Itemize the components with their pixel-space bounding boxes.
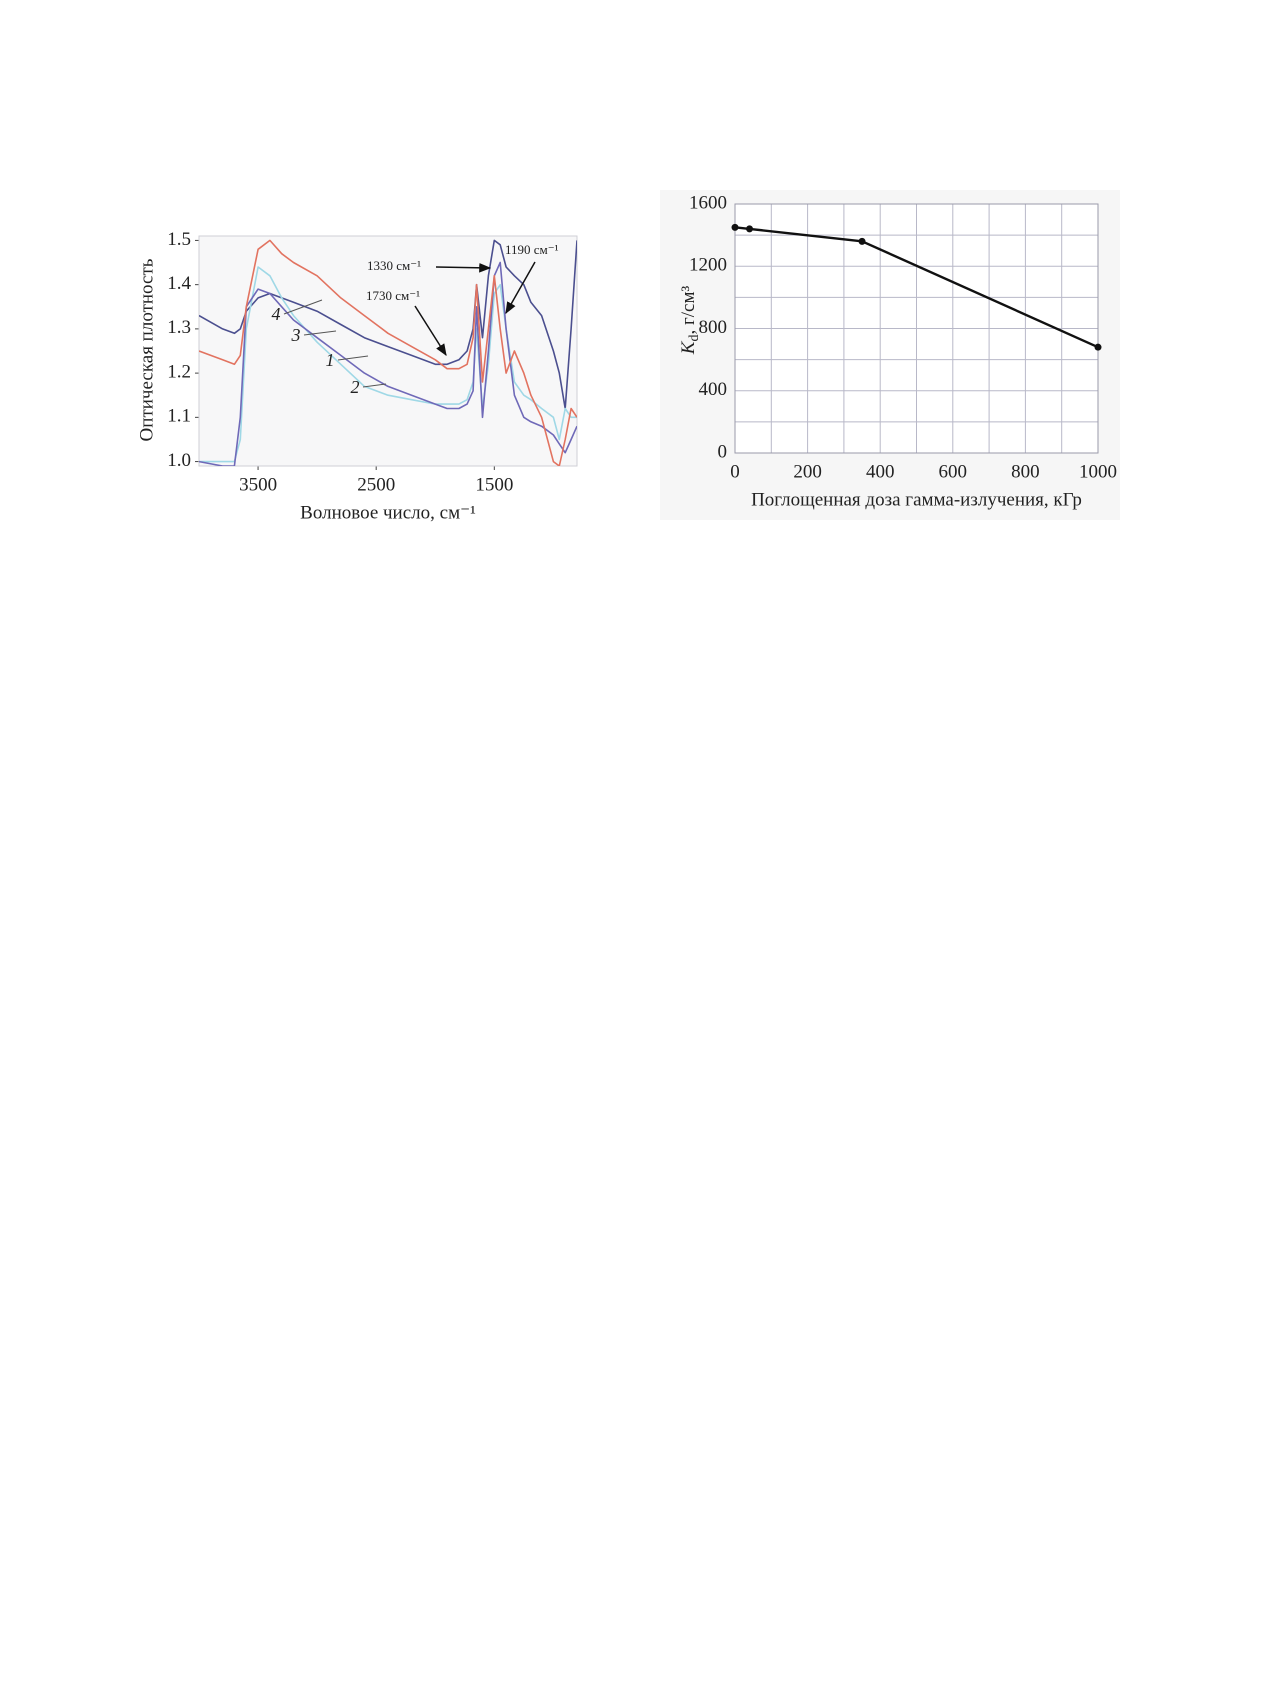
series-group	[734, 226, 1099, 349]
y-tick-label: 1.1	[167, 406, 191, 427]
data-point	[731, 223, 739, 231]
x-tick-label: 1000	[1079, 461, 1117, 482]
y-tick-label: 1.2	[167, 361, 191, 382]
x-axis-title: Поглощенная доза гамма-излучения, кГр	[751, 489, 1082, 510]
curve-label: 1	[326, 350, 335, 370]
y-tick-label: 1.3	[167, 317, 191, 338]
y-title-unit: , г/см³	[678, 285, 699, 334]
data-line	[199, 261, 577, 466]
data-line	[199, 239, 577, 466]
x-tick-label: 800	[1011, 461, 1040, 482]
leader-line	[283, 299, 323, 315]
y-tick-label: 1.4	[167, 273, 191, 294]
y-tick-label: 400	[699, 379, 728, 400]
curve-label: 3	[291, 325, 301, 345]
series-group	[199, 239, 577, 466]
x-tick-label: 0	[730, 461, 740, 482]
y-tick-label: 1.5	[167, 229, 191, 250]
annotation: 1190 см⁻¹	[505, 242, 559, 257]
x-axis-title: Волновое число, см⁻¹	[300, 502, 476, 523]
data-point	[858, 237, 866, 245]
y-axis-title: Оптическая плотность	[136, 258, 157, 441]
plot-frame	[734, 203, 1099, 454]
kd-chart: 0 200 400 600 800 1000 0 400 800 1200 1600 Поглощен…	[678, 192, 1117, 510]
curve-label: 4	[272, 304, 281, 324]
x-tick-label: 400	[866, 461, 895, 482]
data-line	[734, 226, 1099, 349]
arrow	[505, 261, 536, 315]
y-tick-label: 1.0	[167, 450, 191, 471]
data-point	[746, 225, 754, 233]
annotations: 1330 см⁻¹ 1190 см⁻¹ 1730 см⁻¹	[366, 242, 559, 357]
y-tick-label: 0	[718, 441, 728, 462]
leader-line	[303, 330, 337, 336]
x-tick-label: 1500	[475, 474, 513, 495]
data-line	[199, 239, 577, 410]
x-tick-label: 600	[939, 461, 968, 482]
x-tick-label: 3500	[239, 474, 277, 495]
curve-label: 2	[351, 377, 360, 397]
data-line	[199, 266, 577, 463]
y-title-symbol: K	[678, 340, 699, 355]
x-tick-label: 200	[793, 461, 822, 482]
y-tick-label: 800	[699, 317, 728, 338]
arrow	[414, 305, 447, 357]
data-point	[1094, 343, 1102, 351]
y-title-subscript: d	[687, 335, 702, 342]
y-tick-label: 1600	[689, 192, 727, 213]
arrow	[435, 263, 492, 273]
annotation: 1330 см⁻¹	[367, 258, 421, 273]
x-tick-label: 2500	[357, 474, 395, 495]
y-tick-label: 1200	[689, 255, 727, 276]
y-axis-title: Kd, г/см³	[678, 285, 702, 355]
annotation: 1730 см⁻¹	[366, 288, 420, 303]
leader-line	[337, 355, 369, 361]
leader-line	[362, 383, 387, 388]
spectrum-chart: 3500 2500 1500 1.0 1.1 1.2 1.3 1.4 1.5 Волновое ч…	[136, 229, 578, 523]
